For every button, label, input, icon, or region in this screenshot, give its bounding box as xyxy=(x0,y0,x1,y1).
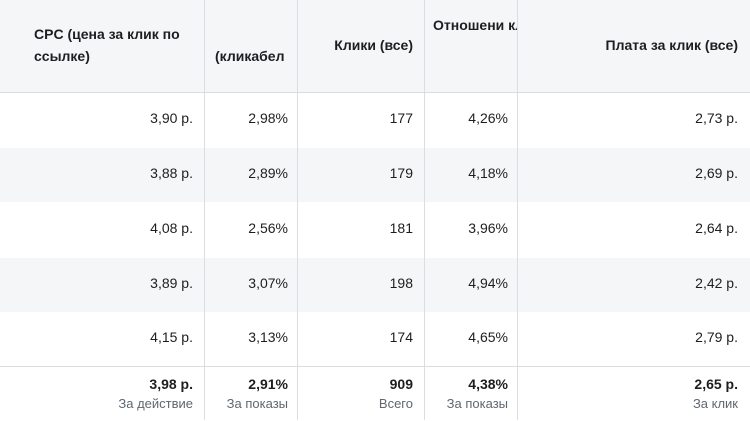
cell-clicks: 177 xyxy=(389,110,413,126)
cell-clicks: 198 xyxy=(389,275,413,291)
cell-cpc-all: 2,42 р. xyxy=(695,275,738,291)
column-header-ratio[interactable]: Отношени кликов показа xyxy=(425,0,518,92)
column-divider[interactable] xyxy=(204,0,205,420)
total-ctr-value: 2,91% xyxy=(248,376,288,392)
column-header-label: Клики (все) xyxy=(334,37,413,53)
cell-ctr: 3,13% xyxy=(248,329,288,345)
table-row: 3,89 р. 3,07% 198 4,94% 2,42 р. xyxy=(0,258,750,312)
cell-clicks: 179 xyxy=(389,165,413,181)
column-header-cpc[interactable]: CPC (цена за клик по ссылке) xyxy=(0,0,205,92)
cell-clicks: 181 xyxy=(389,220,413,236)
column-header-label: Плата за клик (все) xyxy=(605,37,738,53)
table-row: 4,08 р. 2,56% 181 3,96% 2,64 р. xyxy=(0,203,750,257)
cell-ctr: 2,89% xyxy=(248,165,288,181)
column-header-cpc-all[interactable]: Плата за клик (все) xyxy=(518,0,750,92)
table-header-row: CPC (цена за клик по ссылке) (кликабел К… xyxy=(0,0,750,93)
total-ratio-label: За показы xyxy=(446,396,508,411)
total-clicks-label: Всего xyxy=(378,396,413,411)
total-ratio-value: 4,38% xyxy=(468,376,508,392)
cell-ratio: 4,18% xyxy=(468,165,508,181)
total-ctr-label: За показы xyxy=(226,396,288,411)
cell-cpc: 4,08 р. xyxy=(150,220,193,236)
totals-row: 3,98 р. За действие 2,91% За показы 909 … xyxy=(0,366,750,421)
cell-cpc-all: 2,73 р. xyxy=(695,110,738,126)
total-clicks-value: 909 xyxy=(389,376,413,392)
cell-ratio: 4,26% xyxy=(468,110,508,126)
cell-cpc-all: 2,79 р. xyxy=(695,329,738,345)
cell-cpc: 3,88 р. xyxy=(150,165,193,181)
column-divider[interactable] xyxy=(297,0,298,420)
column-divider[interactable] xyxy=(424,0,425,420)
cell-ctr: 2,98% xyxy=(248,110,288,126)
cell-ratio: 4,94% xyxy=(468,275,508,291)
column-header-label: Отношени кликов показа xyxy=(433,17,518,33)
column-header-label: CPC (цена за клик по ссылке) xyxy=(34,26,180,64)
cell-cpc-all: 2,69 р. xyxy=(695,165,738,181)
cell-ctr: 3,07% xyxy=(248,275,288,291)
total-cpc-all-label: За клик xyxy=(692,396,738,411)
total-cpc-label: За действие xyxy=(118,396,193,411)
column-header-label: (кликабел xyxy=(215,48,285,64)
table-row: 3,88 р. 2,89% 179 4,18% 2,69 р. xyxy=(0,148,750,202)
cell-cpc: 3,90 р. xyxy=(150,110,193,126)
cell-cpc: 4,15 р. xyxy=(150,329,193,345)
cell-ratio: 3,96% xyxy=(468,220,508,236)
table-row: 3,90 р. 2,98% 177 4,26% 2,73 р. xyxy=(0,93,750,147)
total-cpc-value: 3,98 р. xyxy=(149,376,193,392)
cell-cpc: 3,89 р. xyxy=(150,275,193,291)
cell-ratio: 4,65% xyxy=(468,329,508,345)
column-divider[interactable] xyxy=(517,0,518,420)
cell-cpc-all: 2,64 р. xyxy=(695,220,738,236)
table-row: 4,15 р. 3,13% 174 4,65% 2,79 р. xyxy=(0,312,750,366)
total-cpc-all-value: 2,65 р. xyxy=(694,376,738,392)
cell-clicks: 174 xyxy=(389,329,413,345)
column-header-ctr[interactable]: (кликабел xyxy=(205,0,298,92)
cell-ctr: 2,56% xyxy=(248,220,288,236)
column-header-clicks[interactable]: Клики (все) xyxy=(298,0,425,92)
